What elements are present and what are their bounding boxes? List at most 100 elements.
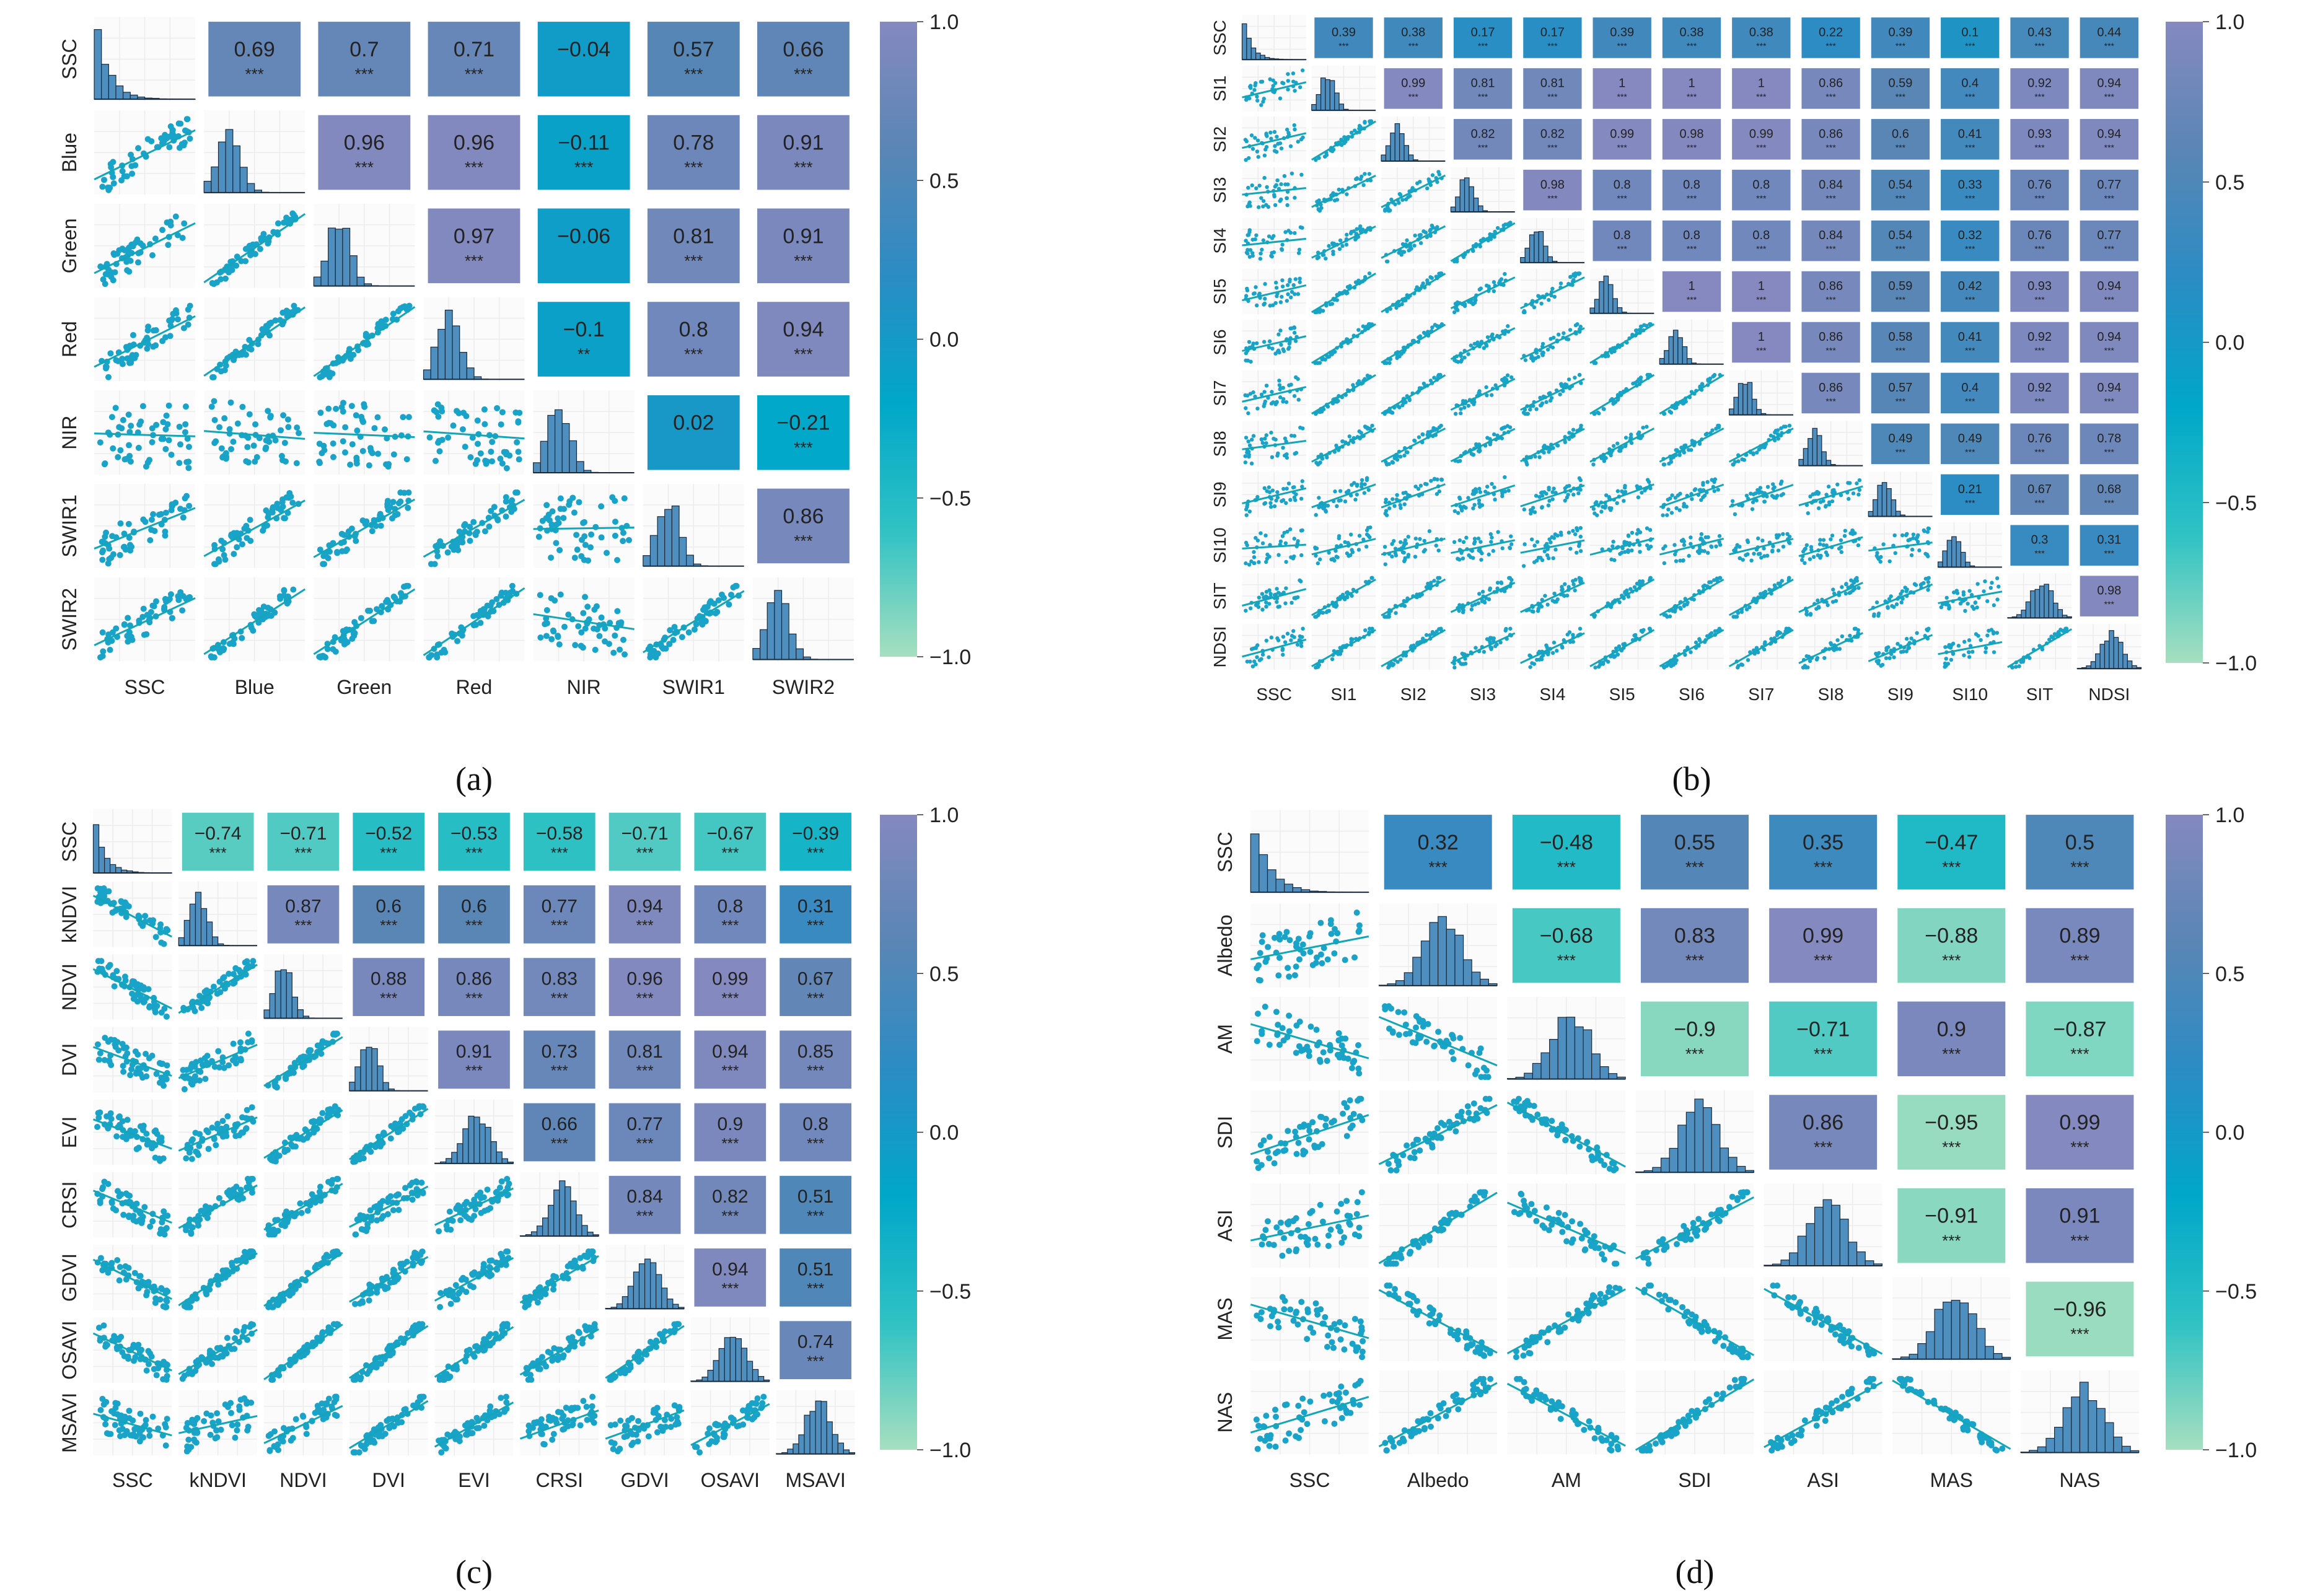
hist-bar-SI1 [1311,104,1317,111]
scatter-point-SWIR2-NIR [537,634,544,641]
scatter-point-SI10-SI5 [1636,528,1640,532]
hist-bar-SI9 [1877,484,1883,517]
scatter-point-SI10-SI1 [1348,553,1353,558]
corr-cell-SSC-Red [428,22,521,97]
scatter-point-SWIR2-Blue [268,612,275,619]
hist-bar-SI7 [1751,398,1757,416]
hist-bar-SSC [115,86,124,100]
scatter-point-Red-Blue [255,341,261,348]
scatter-point-SIT-SSC [1256,605,1261,609]
scatter-point-Red-Green [326,374,333,380]
scatter-point-SI10-SI4 [1578,549,1583,553]
scatter-point-SI9-SI7 [1758,486,1763,490]
scatter-point-SWIR1-NIR [543,502,550,509]
fit-line-Red-SSC [94,315,196,368]
scatter-point-Red-Green [347,356,354,362]
col-label-SI6: SI6 [1679,685,1705,704]
scatter-point-SI9-SI5 [1622,499,1626,503]
scatter-point-SI9-SI3 [1492,485,1496,489]
hist-bar-SI2 [1390,133,1395,162]
scatter-point-SI2-SSC [1255,149,1260,154]
scatter-point-SI10-SI1 [1317,557,1322,562]
scatter-point-SI2-SSC [1255,138,1260,142]
scatter-point-SI2-SSC [1243,138,1248,142]
scatter-point-NIR-SSC [97,439,103,446]
scatter-point-SI10-SI8 [1853,531,1857,535]
scatter-point-SWIR2-NIR [622,651,628,658]
scatter-point-SI8-SI1 [1340,439,1345,444]
corr-sig-SI3-NDSI: *** [2104,193,2115,203]
hist-bar-SSC [1250,47,1257,60]
scatter-point-SI10-SI8 [1839,538,1843,543]
scatter-point-SI10-SI4 [1549,540,1553,545]
scatter-point-SI4-SI1 [1349,230,1354,234]
scatter-point-SWIR1-NIR [598,534,605,541]
scatter-point-SI4-SSC [1247,230,1252,234]
scatter-point-SI8-SI6 [1716,423,1720,428]
corr-sig-SI2-SI4: *** [1547,142,1558,152]
row-label-SI2: SI2 [1210,126,1229,152]
scatter-point-SI10-SI1 [1313,546,1318,551]
scatter-point-SI7-SI4 [1522,411,1527,416]
scatter-point-SI9-SI4 [1578,488,1583,492]
scatter-point-SI6-SSC [1273,351,1278,356]
corr-value-SSC-NDSI: 0.44 [2097,26,2121,40]
scatter-point-SI3-SSC [1293,196,1297,200]
scatter-point-SI7-SI2 [1407,398,1412,403]
scatter-point-SI10-SI6 [1681,558,1685,563]
scatter-point-SWIR1-Blue [218,537,225,544]
scatter-point-SI9-SI1 [1355,483,1360,488]
scatter-point-SWIR1-SSC [182,495,188,502]
scatter-point-SI8-SI7 [1755,450,1759,455]
hist-bar-Green [313,276,322,287]
scatter-point-SI10-SI4 [1553,547,1558,552]
panel-caption-a: (a) [455,760,493,797]
scatter-point-Red-SSC [185,321,191,328]
corr-cell-SSC-Green [318,22,411,97]
scatter-point-SI4-SSC [1280,242,1285,247]
scatter-point-SWIR1-SSC [126,534,133,541]
scatter-point-SI10-SI3 [1490,535,1494,540]
scatter-point-SI6-SI3 [1489,334,1494,338]
scatter-point-NIR-Green [330,422,337,429]
scatter-point-SI9-SI8 [1806,511,1811,515]
scatter-point-SI8-SSC [1263,436,1267,441]
scatter-point-NIR-Red [462,444,468,450]
scatter-point-NIR-SSC [139,403,146,410]
scatter-point-SI1-SSC [1259,79,1263,84]
corr-sig-SI2-SI8: *** [1825,142,1836,152]
scatter-point-SI8-SI4 [1555,443,1560,448]
scatter-point-SI10-SSC [1284,559,1288,564]
scatter-point-SI3-SI1 [1363,172,1367,176]
scatter-point-NIR-Red [482,457,489,464]
scatter-point-SI10-SI6 [1689,535,1693,540]
corr-sig-SI7-SI10: *** [1965,396,1975,406]
scatter-point-SI10-SI9 [1925,530,1930,534]
corr-value-SSC-Blue: 0.69 [234,38,275,61]
scatter-point-SI6-SI4 [1540,351,1545,356]
scatter-point-SI6-SI4 [1562,331,1566,335]
scatter-point-NIR-Green [405,414,412,421]
scatter-point-SI2-SSC [1268,130,1273,135]
scatter-point-SI6-SSC [1286,346,1291,351]
scatter-point-SWIR2-NIR [548,636,555,642]
corr-sig-SI3-SI5: *** [1617,193,1628,203]
scatter-point-SWIR1-Red [494,516,501,523]
scatter-point-NIR-Blue [267,413,274,419]
scatter-point-SI7-SSC [1275,400,1279,405]
scatter-point-SI5-SSC [1278,300,1283,304]
scatter-point-SI10-SI9 [1922,528,1926,533]
scatter-point-SI3-SI2 [1415,181,1420,186]
scatter-point-NIR-Red [426,434,433,441]
scatter-point-NIR-Blue [216,424,223,431]
scatter-point-SI9-SI4 [1550,490,1555,494]
scatter-point-SI10-SI9 [1916,533,1920,538]
corr-value-SI2-SI7: 0.99 [1749,127,1773,141]
scatter-point-SI5-SI3 [1477,287,1482,292]
scatter-point-NIR-Green [403,456,410,463]
scatter-point-NIR-Blue [284,416,291,423]
scatter-point-SI10-SI1 [1350,548,1354,552]
scatter-point-SI6-SSC [1281,347,1285,351]
corr-sig-SI4-SI7: *** [1756,244,1767,254]
scatter-point-SI10-SI5 [1620,550,1624,555]
